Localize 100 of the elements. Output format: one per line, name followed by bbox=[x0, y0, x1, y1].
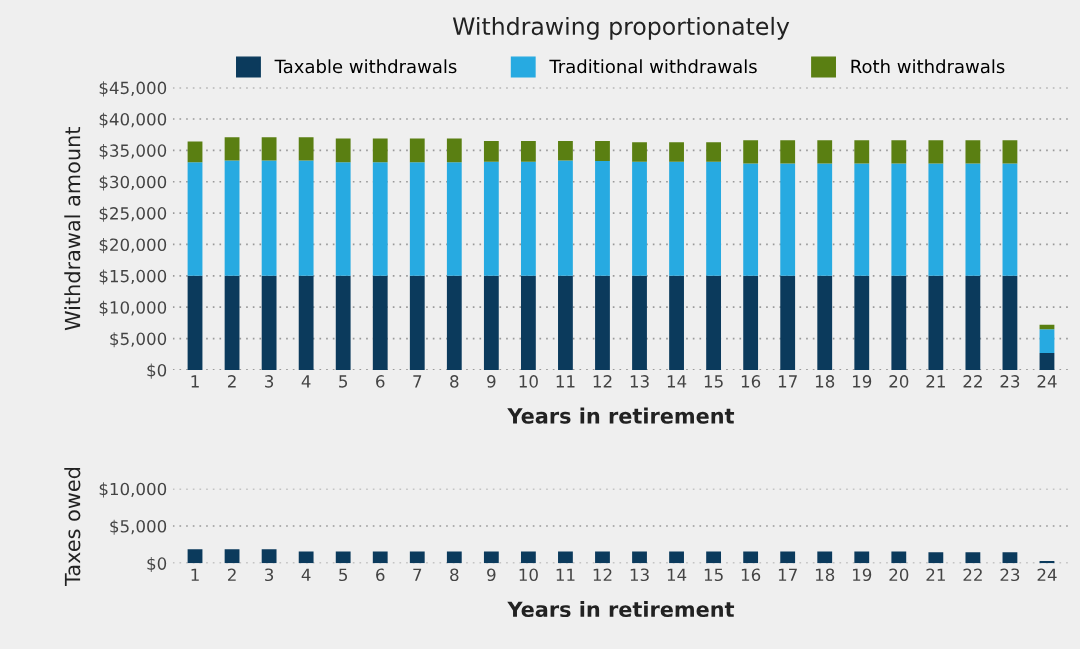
bar bbox=[928, 163, 944, 276]
x-tick-label: 2 bbox=[227, 375, 236, 388]
y-tick-label: $0 bbox=[147, 363, 167, 379]
bar bbox=[632, 551, 647, 564]
x-tick-label: 12 bbox=[593, 568, 612, 581]
bar bbox=[1002, 163, 1018, 276]
y-tick-label: $45,000 bbox=[99, 81, 167, 97]
bar bbox=[483, 140, 499, 162]
x-tick-label: 20 bbox=[889, 568, 909, 582]
bar bbox=[558, 140, 573, 161]
y-tick-label: $40,000 bbox=[99, 112, 167, 128]
bar bbox=[928, 552, 944, 564]
bar bbox=[780, 140, 796, 164]
x-tick-label: 3 bbox=[265, 375, 274, 388]
bar bbox=[261, 137, 277, 161]
bar bbox=[335, 138, 351, 163]
bar bbox=[187, 141, 203, 163]
bar bbox=[706, 275, 722, 370]
bar bbox=[446, 162, 462, 276]
y-axis-title: Taxes owed bbox=[64, 467, 81, 586]
bar bbox=[891, 275, 907, 370]
x-tick-label: 3 bbox=[265, 568, 274, 582]
bar bbox=[817, 163, 833, 276]
x-tick-label: 21 bbox=[926, 375, 945, 388]
bar bbox=[261, 275, 277, 370]
bar bbox=[483, 275, 499, 370]
y-tick-label: $0 bbox=[147, 557, 167, 573]
bar bbox=[1039, 329, 1055, 353]
bar bbox=[595, 140, 610, 162]
bar bbox=[409, 162, 425, 276]
x-tick-label: 7 bbox=[413, 568, 422, 581]
x-tick-label: 24 bbox=[1037, 568, 1057, 581]
bar bbox=[298, 275, 314, 370]
bar bbox=[743, 275, 759, 370]
y-tick-label: $20,000 bbox=[99, 238, 167, 254]
x-tick-label: 5 bbox=[339, 375, 348, 388]
x-tick-label: 10 bbox=[519, 375, 538, 388]
bar bbox=[854, 275, 870, 370]
bar bbox=[409, 551, 425, 564]
bar bbox=[706, 142, 722, 162]
bar bbox=[706, 161, 722, 276]
bar bbox=[669, 142, 684, 162]
bar bbox=[743, 163, 759, 276]
bar bbox=[928, 140, 944, 164]
bar bbox=[854, 551, 870, 564]
x-tick-label: 4 bbox=[301, 375, 311, 388]
bar bbox=[187, 275, 203, 370]
bar bbox=[595, 551, 610, 564]
x-tick-label: 22 bbox=[963, 375, 982, 388]
bar bbox=[965, 552, 981, 564]
bar bbox=[632, 142, 647, 162]
x-tick-label: 17 bbox=[778, 375, 797, 388]
x-tick-label: 14 bbox=[667, 568, 687, 581]
y-axis-title: Withdrawal amount bbox=[64, 127, 81, 331]
bar bbox=[595, 275, 610, 370]
bar bbox=[595, 161, 610, 276]
bar bbox=[891, 163, 907, 276]
x-tick-label: 18 bbox=[815, 568, 835, 582]
bar bbox=[817, 551, 833, 564]
bar bbox=[706, 551, 722, 564]
bar bbox=[965, 140, 981, 164]
bar bbox=[372, 138, 388, 163]
x-tick-label: 12 bbox=[593, 375, 612, 388]
x-tick-label: 6 bbox=[376, 568, 385, 582]
bar bbox=[891, 551, 907, 564]
y-tick-label: $15,000 bbox=[99, 269, 167, 285]
bar bbox=[558, 275, 573, 370]
x-tick-label: 11 bbox=[556, 375, 575, 388]
x-tick-label: 19 bbox=[853, 568, 872, 582]
x-tick-label: 5 bbox=[339, 568, 348, 582]
y-tick-label: $35,000 bbox=[99, 144, 167, 160]
x-tick-label: 24 bbox=[1037, 375, 1057, 388]
bar bbox=[965, 163, 981, 276]
bar bbox=[409, 138, 425, 163]
y-tick-label: $30,000 bbox=[99, 175, 167, 191]
x-tick-label: 17 bbox=[778, 568, 797, 581]
bar bbox=[224, 549, 240, 564]
bar bbox=[632, 161, 647, 276]
bar bbox=[483, 551, 499, 564]
bar bbox=[817, 275, 833, 370]
bar bbox=[335, 551, 351, 564]
bar bbox=[298, 137, 314, 161]
bar bbox=[558, 160, 573, 276]
bar bbox=[372, 551, 388, 564]
bar bbox=[743, 551, 759, 564]
bar bbox=[891, 140, 907, 164]
bar bbox=[335, 162, 351, 276]
bar bbox=[1002, 140, 1018, 164]
x-tick-label: 22 bbox=[963, 568, 982, 581]
bar bbox=[1002, 275, 1018, 370]
x-tick-label: 13 bbox=[630, 375, 649, 388]
x-tick-label: 1 bbox=[191, 375, 199, 388]
bar bbox=[372, 162, 388, 276]
bar bbox=[520, 140, 536, 162]
bar bbox=[446, 551, 462, 564]
bar bbox=[446, 275, 462, 370]
bar bbox=[372, 275, 388, 370]
x-tick-label: 8 bbox=[450, 375, 459, 388]
bar bbox=[928, 275, 944, 370]
legend-label: Traditional withdrawals bbox=[549, 59, 757, 74]
